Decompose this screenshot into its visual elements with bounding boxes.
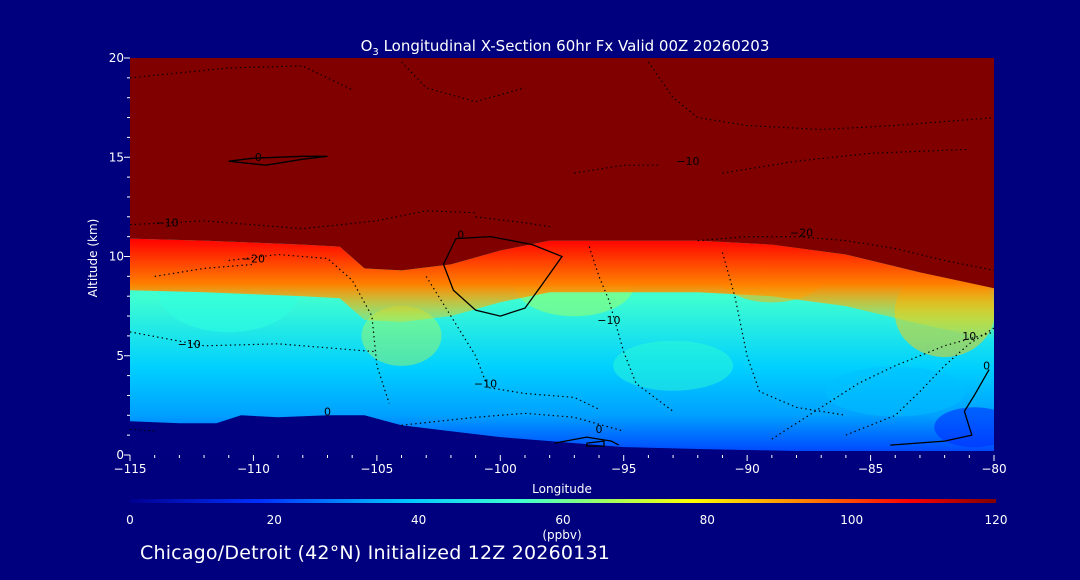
contour-line-18 xyxy=(228,155,328,166)
contour-line-19 xyxy=(442,235,564,317)
colorbar-gradient xyxy=(130,499,996,503)
y-axis-label: Altitude (km) xyxy=(86,219,100,298)
colorbar-ticks: 0 20 40 60 80 100 120 xyxy=(126,513,1007,527)
colorbar-tick-label-6: 120 xyxy=(985,513,1008,527)
y-tick-label-3: 15 xyxy=(109,150,124,164)
x-tick-label-4: −95 xyxy=(611,462,636,476)
x-tick-label-7: −80 xyxy=(981,462,1006,476)
contour-lines xyxy=(130,61,994,447)
contour-line-22 xyxy=(586,440,605,447)
contour-line-2 xyxy=(154,263,254,277)
initialization-label: Chicago/Detroit (42°N) Initialized 12Z 2… xyxy=(140,542,611,564)
contour-label-9: 10 xyxy=(962,330,976,343)
x-tick-label-6: −85 xyxy=(858,462,883,476)
terrain-region xyxy=(130,415,994,455)
contour-line-13 xyxy=(721,252,846,416)
chart-title: O3 Longitudinal X-Section 60hr Fx Valid … xyxy=(361,37,770,58)
contour-label-1: −10 xyxy=(676,155,699,168)
contour-line-8 xyxy=(574,164,661,174)
colorbar-unit-label: (ppbv) xyxy=(542,528,581,542)
contour-label-7: −10 xyxy=(178,338,201,351)
contour-line-5 xyxy=(588,246,674,412)
contour-label-4: 0 xyxy=(457,229,464,242)
contour-label-3: −20 xyxy=(242,253,265,266)
contour-label-0: 0 xyxy=(255,151,262,164)
tropopause-gradient-band xyxy=(130,238,994,340)
contour-line-7 xyxy=(722,148,970,174)
contour-line-14 xyxy=(845,327,994,436)
x-tick-label-3: −100 xyxy=(484,462,517,476)
contour-label-8: −10 xyxy=(474,378,497,391)
y-axis: 0 5 10 15 20 xyxy=(109,51,130,462)
y-tick-label-0: 0 xyxy=(116,448,124,462)
colorbar-tick-label-1: 20 xyxy=(267,513,282,527)
contour-line-12 xyxy=(697,236,994,271)
colorbar-tick-label-4: 80 xyxy=(700,513,715,527)
colorbar-tick-label-3: 60 xyxy=(555,513,570,527)
contour-label-5: −20 xyxy=(790,227,813,240)
y-tick-label-4: 20 xyxy=(109,51,124,65)
contour-label-10: 0 xyxy=(983,360,990,373)
field-patch-5 xyxy=(613,340,734,391)
x-tick-label-0: −115 xyxy=(114,462,147,476)
stratosphere-region xyxy=(130,58,994,289)
colorbar-tick-label-5: 100 xyxy=(840,513,863,527)
y-tick-label-2: 10 xyxy=(109,250,124,264)
contour-line-20 xyxy=(890,369,990,446)
y-tick-label-1: 5 xyxy=(116,349,124,363)
contour-line-9 xyxy=(647,61,994,131)
contour-label-11: 0 xyxy=(324,405,331,418)
x-axis: −115 −110 −105 −100 −95 −90 −85 −80 xyxy=(114,455,1007,476)
x-tick-label-1: −110 xyxy=(237,462,270,476)
colorbar-tick-label-2: 40 xyxy=(411,513,426,527)
colorbar: 0 20 40 60 80 100 120 (ppbv) xyxy=(126,499,1007,542)
x-axis-label: Longitude xyxy=(532,482,592,496)
contour-label-6: −10 xyxy=(597,314,620,327)
x-tick-label-5: −90 xyxy=(734,462,759,476)
contour-label-2: −10 xyxy=(155,217,178,230)
plot-area: 0 −10 −10 −20 0 −20 −10 −10 −10 10 0 0 0 xyxy=(130,58,994,455)
colorbar-tick-label-0: 0 xyxy=(126,513,134,527)
field-patch-7 xyxy=(934,407,994,448)
contour-label-12: 0 xyxy=(596,423,603,436)
contour-line-21 xyxy=(554,436,620,446)
contour-labels: 0 −10 −10 −20 0 −20 −10 −10 −10 10 0 0 0 xyxy=(155,151,990,436)
x-tick-label-2: −105 xyxy=(360,462,393,476)
field-patch-6 xyxy=(825,366,966,417)
contour-line-4 xyxy=(425,276,600,410)
